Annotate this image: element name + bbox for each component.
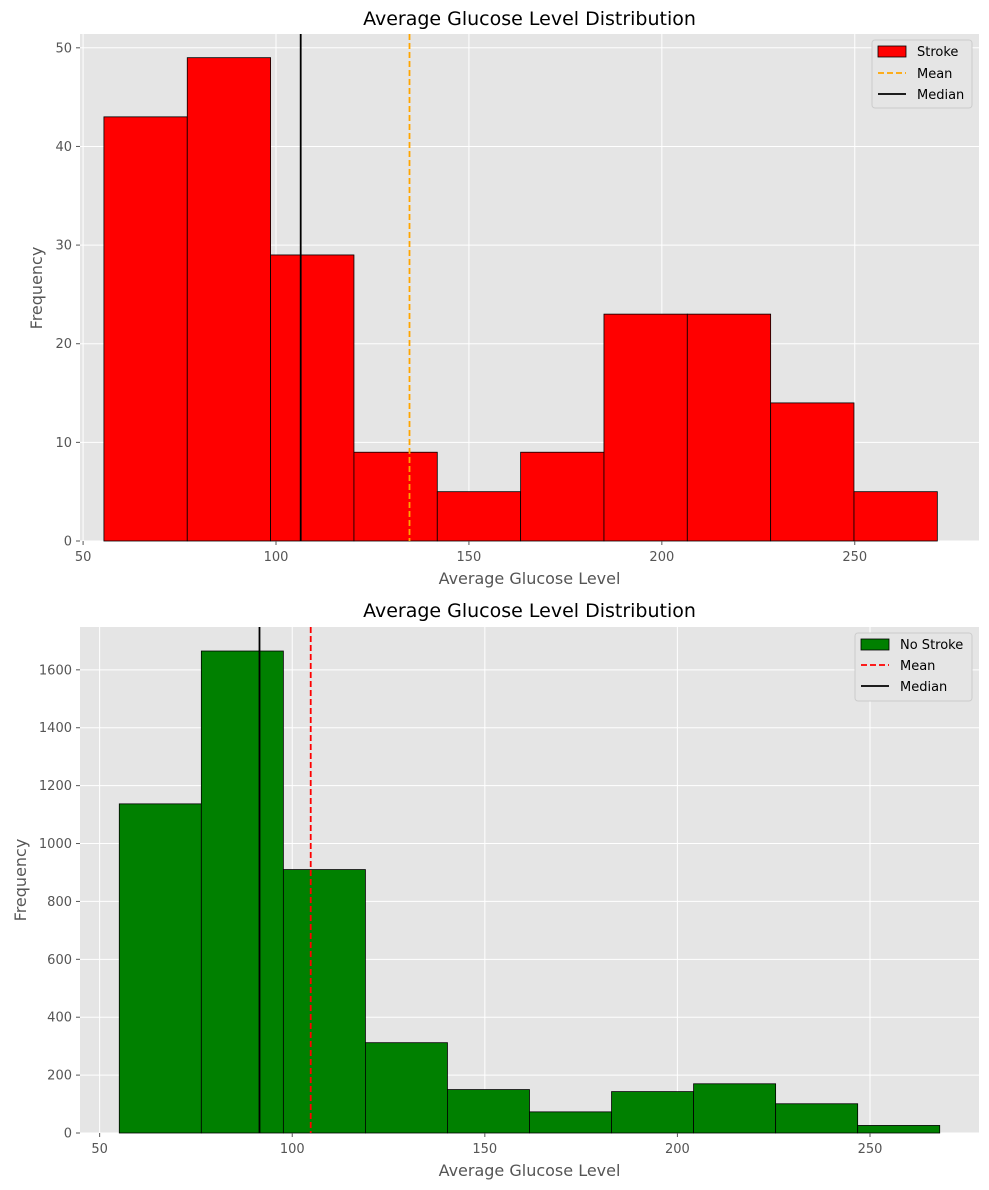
histogram-bar [365, 1042, 448, 1134]
x-tick-label: 150 [472, 1142, 497, 1157]
x-tick-label: 50 [91, 1142, 108, 1157]
bars [118, 650, 941, 1134]
x-tick-label: 250 [842, 550, 867, 565]
x-axis-label: Average Glucose Level [439, 1161, 621, 1180]
y-tick-label: 400 [47, 1011, 72, 1026]
histogram-bar [853, 491, 938, 542]
legend-label-mean: Mean [900, 659, 935, 674]
legend-label-no-stroke: No Stroke [900, 638, 963, 653]
x-tick-label: 200 [649, 550, 674, 565]
y-tick-label: 1000 [39, 837, 72, 852]
legend-label-mean: Mean [917, 67, 952, 82]
y-ticks: 0 200 400 600 800 1000 1200 1400 1600 [39, 663, 80, 1142]
legend: No Stroke Mean Median [854, 632, 973, 702]
histogram-bar [611, 1091, 694, 1134]
legend-swatch-no-stroke [860, 638, 890, 651]
histogram-bar [857, 1125, 941, 1134]
chart-no-stroke: 50 100 150 200 250 0 200 400 600 800 1000 1200 1400… [11, 600, 979, 1180]
histogram-bar [270, 254, 355, 542]
chart-title: Average Glucose Level Distribution [363, 600, 696, 622]
chart-title: Average Glucose Level Distribution [363, 8, 696, 30]
histogram-bar [436, 491, 522, 542]
histogram-bar [775, 1103, 859, 1134]
x-tick-label: 200 [665, 1142, 690, 1157]
x-tick-label: 50 [75, 550, 92, 565]
y-ticks: 0 10 20 30 40 50 [55, 41, 80, 550]
y-tick-label: 200 [47, 1069, 72, 1084]
x-tick-label: 100 [264, 550, 289, 565]
y-tick-label: 0 [64, 1127, 72, 1142]
histogram-bar [693, 1083, 777, 1134]
y-tick-label: 40 [55, 140, 72, 155]
x-ticks: 50 100 150 200 250 [91, 1133, 882, 1157]
histogram-bar [603, 313, 688, 542]
y-tick-label: 600 [47, 953, 72, 968]
histogram-bar [770, 402, 855, 542]
y-tick-label: 20 [55, 337, 72, 352]
y-tick-label: 1400 [39, 721, 72, 736]
reference-lines [299, 34, 411, 541]
histogram-bar [103, 116, 188, 542]
histogram-bar [200, 650, 284, 1134]
y-tick-label: 30 [55, 239, 72, 254]
legend-label-median: Median [917, 88, 964, 103]
x-ticks: 50 100 150 200 250 [75, 541, 867, 565]
y-tick-label: 0 [64, 535, 72, 550]
legend-label-stroke: Stroke [917, 45, 958, 60]
legend-swatch-stroke [877, 45, 907, 58]
chart-stroke: 50 100 150 200 250 0 10 20 30 40 50 Average Gluco… [27, 8, 979, 588]
y-tick-label: 50 [55, 41, 72, 56]
y-tick-label: 1600 [39, 663, 72, 678]
histogram-bar [529, 1111, 612, 1134]
histogram-bar [447, 1089, 530, 1134]
x-axis-label: Average Glucose Level [439, 569, 621, 588]
x-tick-label: 150 [457, 550, 482, 565]
legend-label-median: Median [900, 680, 947, 695]
y-axis-label: Frequency [27, 247, 46, 330]
bars [103, 57, 938, 542]
reference-lines [258, 627, 312, 1133]
y-tick-label: 1200 [39, 779, 72, 794]
x-tick-label: 100 [280, 1142, 305, 1157]
legend: Stroke Mean Median [871, 39, 973, 109]
histogram-bar [353, 451, 438, 542]
histogram-bar [282, 869, 366, 1134]
y-tick-label: 800 [47, 895, 72, 910]
histogram-bar [686, 313, 772, 542]
histogram-bar [520, 451, 605, 542]
histogram-bar [186, 57, 272, 542]
histogram-bar [118, 803, 202, 1134]
x-tick-label: 250 [858, 1142, 883, 1157]
y-axis-label: Frequency [11, 839, 30, 922]
y-tick-label: 10 [55, 436, 72, 451]
